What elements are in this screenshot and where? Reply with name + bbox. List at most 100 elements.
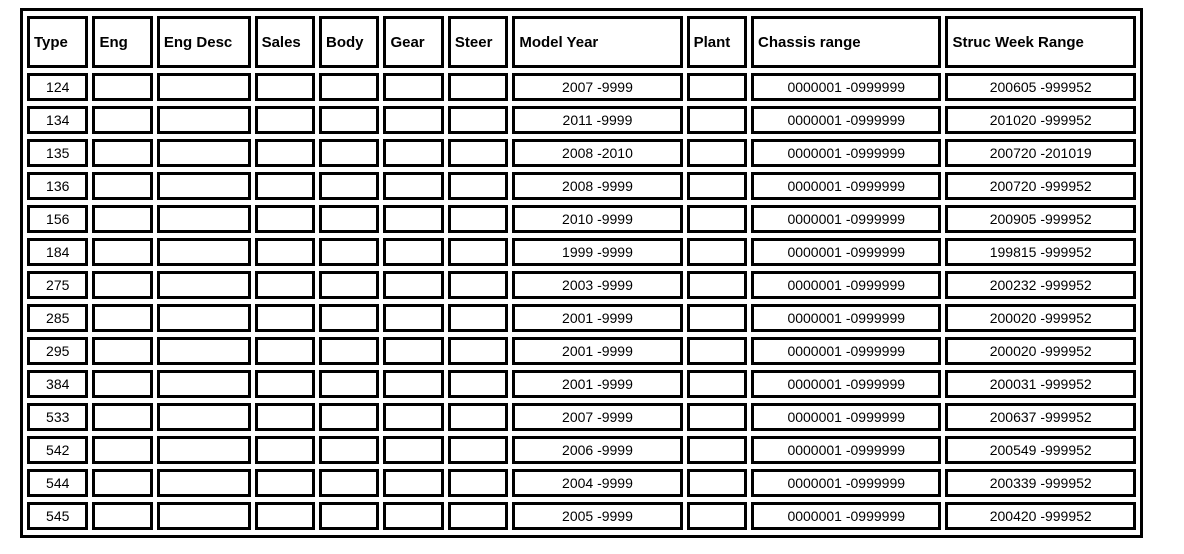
table-row: 542 2006 -9999 0000001 -0999999 200549 -999… bbox=[27, 436, 1136, 464]
cell-model-year: 2011 -9999 bbox=[512, 106, 683, 134]
cell-body bbox=[319, 139, 380, 167]
cell-sales bbox=[254, 436, 316, 464]
cell-eng-desc bbox=[156, 304, 251, 332]
table-row: 184 1999 -9999 0000001 -0999999 199815 -999… bbox=[27, 238, 1136, 266]
cell-chassis-range: 0000001 -0999999 bbox=[751, 502, 942, 530]
cell-gear bbox=[383, 73, 444, 101]
cell-eng-desc bbox=[156, 370, 251, 398]
cell-struc-week-range: 200020 -999952 bbox=[945, 337, 1136, 365]
cell-eng bbox=[92, 238, 153, 266]
cell-gear bbox=[383, 436, 444, 464]
cell-eng-desc bbox=[156, 469, 251, 497]
column-header-chassis-range: Chassis range bbox=[751, 16, 942, 68]
cell-eng bbox=[92, 73, 153, 101]
header-row: Type Eng Eng Desc Sales Body Gear Steer Model Y… bbox=[27, 16, 1136, 68]
cell-chassis-range: 0000001 -0999999 bbox=[751, 304, 942, 332]
table-row: 384 2001 -9999 0000001 -0999999 200031 -999… bbox=[27, 370, 1136, 398]
cell-plant bbox=[686, 172, 748, 200]
cell-body bbox=[319, 205, 380, 233]
column-header-type: Type bbox=[27, 16, 89, 68]
cell-struc-week-range: 200031 -999952 bbox=[945, 370, 1136, 398]
cell-chassis-range: 0000001 -0999999 bbox=[751, 139, 942, 167]
cell-body bbox=[319, 304, 380, 332]
cell-chassis-range: 0000001 -0999999 bbox=[751, 73, 942, 101]
cell-chassis-range: 0000001 -0999999 bbox=[751, 370, 942, 398]
cell-body bbox=[319, 436, 380, 464]
column-header-gear: Gear bbox=[383, 16, 444, 68]
cell-eng bbox=[92, 205, 153, 233]
cell-struc-week-range: 200637 -999952 bbox=[945, 403, 1136, 431]
cell-sales bbox=[254, 502, 316, 530]
column-header-body: Body bbox=[319, 16, 380, 68]
table-row: 135 2008 -2010 0000001 -0999999 200720 -201… bbox=[27, 139, 1136, 167]
column-header-steer: Steer bbox=[447, 16, 509, 68]
cell-gear bbox=[383, 502, 444, 530]
cell-eng bbox=[92, 403, 153, 431]
cell-plant bbox=[686, 106, 748, 134]
column-header-plant: Plant bbox=[686, 16, 748, 68]
cell-type: 124 bbox=[27, 73, 89, 101]
table-row: 134 2011 -9999 0000001 -0999999 201020 -999… bbox=[27, 106, 1136, 134]
cell-model-year: 2007 -9999 bbox=[512, 403, 683, 431]
cell-steer bbox=[447, 205, 509, 233]
cell-body bbox=[319, 106, 380, 134]
cell-model-year: 2006 -9999 bbox=[512, 436, 683, 464]
table-row: 124 2007 -9999 0000001 -0999999 200605 -999… bbox=[27, 73, 1136, 101]
cell-gear bbox=[383, 139, 444, 167]
table-body: 124 2007 -9999 0000001 -0999999 200605 -999… bbox=[27, 73, 1136, 530]
cell-eng-desc bbox=[156, 502, 251, 530]
cell-gear bbox=[383, 205, 444, 233]
cell-steer bbox=[447, 403, 509, 431]
cell-sales bbox=[254, 73, 316, 101]
vehicle-type-table: Type Eng Eng Desc Sales Body Gear Steer Model Y… bbox=[20, 8, 1143, 538]
table-row: 295 2001 -9999 0000001 -0999999 200020 -999… bbox=[27, 337, 1136, 365]
cell-struc-week-range: 199815 -999952 bbox=[945, 238, 1136, 266]
cell-chassis-range: 0000001 -0999999 bbox=[751, 403, 942, 431]
cell-body bbox=[319, 403, 380, 431]
cell-model-year: 2008 -2010 bbox=[512, 139, 683, 167]
cell-struc-week-range: 200232 -999952 bbox=[945, 271, 1136, 299]
cell-model-year: 2003 -9999 bbox=[512, 271, 683, 299]
cell-gear bbox=[383, 106, 444, 134]
cell-body bbox=[319, 370, 380, 398]
cell-gear bbox=[383, 172, 444, 200]
cell-type: 135 bbox=[27, 139, 89, 167]
cell-chassis-range: 0000001 -0999999 bbox=[751, 271, 942, 299]
column-header-eng-desc: Eng Desc bbox=[156, 16, 251, 68]
cell-steer bbox=[447, 370, 509, 398]
cell-gear bbox=[383, 370, 444, 398]
cell-sales bbox=[254, 172, 316, 200]
cell-eng bbox=[92, 436, 153, 464]
table-row: 136 2008 -9999 0000001 -0999999 200720 -999… bbox=[27, 172, 1136, 200]
cell-plant bbox=[686, 205, 748, 233]
cell-type: 184 bbox=[27, 238, 89, 266]
cell-gear bbox=[383, 403, 444, 431]
cell-chassis-range: 0000001 -0999999 bbox=[751, 436, 942, 464]
cell-struc-week-range: 200339 -999952 bbox=[945, 469, 1136, 497]
cell-eng bbox=[92, 304, 153, 332]
cell-plant bbox=[686, 271, 748, 299]
table-row: 545 2005 -9999 0000001 -0999999 200420 -999… bbox=[27, 502, 1136, 530]
cell-eng bbox=[92, 502, 153, 530]
cell-gear bbox=[383, 304, 444, 332]
cell-struc-week-range: 201020 -999952 bbox=[945, 106, 1136, 134]
cell-type: 285 bbox=[27, 304, 89, 332]
cell-type: 156 bbox=[27, 205, 89, 233]
cell-type: 134 bbox=[27, 106, 89, 134]
cell-type: 136 bbox=[27, 172, 89, 200]
cell-steer bbox=[447, 502, 509, 530]
cell-model-year: 1999 -9999 bbox=[512, 238, 683, 266]
cell-struc-week-range: 200720 -201019 bbox=[945, 139, 1136, 167]
cell-model-year: 2007 -9999 bbox=[512, 73, 683, 101]
cell-struc-week-range: 200720 -999952 bbox=[945, 172, 1136, 200]
cell-model-year: 2010 -9999 bbox=[512, 205, 683, 233]
column-header-eng: Eng bbox=[92, 16, 153, 68]
cell-steer bbox=[447, 139, 509, 167]
cell-eng-desc bbox=[156, 172, 251, 200]
cell-eng-desc bbox=[156, 337, 251, 365]
cell-sales bbox=[254, 403, 316, 431]
cell-body bbox=[319, 73, 380, 101]
cell-steer bbox=[447, 271, 509, 299]
cell-plant bbox=[686, 73, 748, 101]
cell-body bbox=[319, 337, 380, 365]
